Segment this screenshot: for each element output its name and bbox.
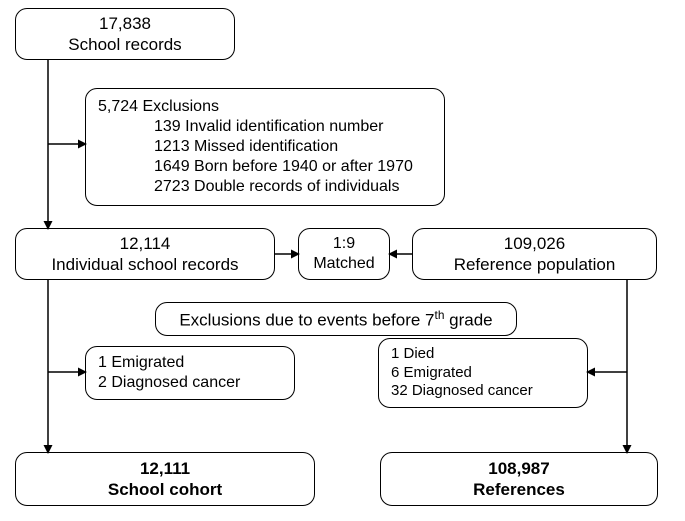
excl-header-sup: th [435,308,445,322]
node-school-cohort: 12,111 School cohort [15,452,315,506]
node-exclusions-left: 1 Emigrated 2 Diagnosed cancer [85,346,295,400]
excl-header-post: grade [444,310,492,329]
node-start: 17,838 School records [15,8,235,60]
excl-header-pre: Exclusions due to events before 7 [179,310,434,329]
node-exclusions-1: 5,724 Exclusions 139 Invalid identificat… [85,88,445,206]
refpop-value: 109,026 [504,233,565,254]
excl-right-item-1: 6 Emigrated [391,364,472,383]
indiv-value: 12,114 [120,233,171,254]
excl-right-item-0: 1 Died [391,345,434,364]
indiv-label: Individual school records [51,254,238,275]
matched-ratio: 1:9 [333,234,355,254]
excl1-title: 5,724 Exclusions [98,97,219,117]
node-exclusions-right: 1 Died 6 Emigrated 32 Diagnosed cancer [378,338,588,408]
node-exclusions-header: Exclusions due to events before 7th grad… [155,302,517,336]
start-value: 17,838 [99,13,151,34]
cohort-value: 12,111 [140,458,190,479]
node-matched: 1:9 Matched [298,228,390,280]
start-label: School records [68,34,181,55]
excl-header-text: Exclusions due to events before 7th grad… [179,308,492,331]
excl-right-item-2: 32 Diagnosed cancer [391,382,533,401]
excl-left-item-0: 1 Emigrated [98,353,184,373]
excl-left-item-1: 2 Diagnosed cancer [98,373,240,393]
refpop-label: Reference population [454,254,616,275]
references-label: References [473,479,565,500]
matched-label: Matched [313,254,374,274]
node-references: 108,987 References [380,452,658,506]
node-reference-population: 109,026 Reference population [412,228,657,280]
cohort-label: School cohort [108,479,222,500]
references-value: 108,987 [488,458,549,479]
excl1-item-1: 1213 Missed identification [98,137,338,157]
excl1-item-2: 1649 Born before 1940 or after 1970 [98,157,413,177]
excl1-item-3: 2723 Double records of individuals [98,177,399,197]
excl1-item-0: 139 Invalid identification number [98,117,383,137]
node-individual-records: 12,114 Individual school records [15,228,275,280]
